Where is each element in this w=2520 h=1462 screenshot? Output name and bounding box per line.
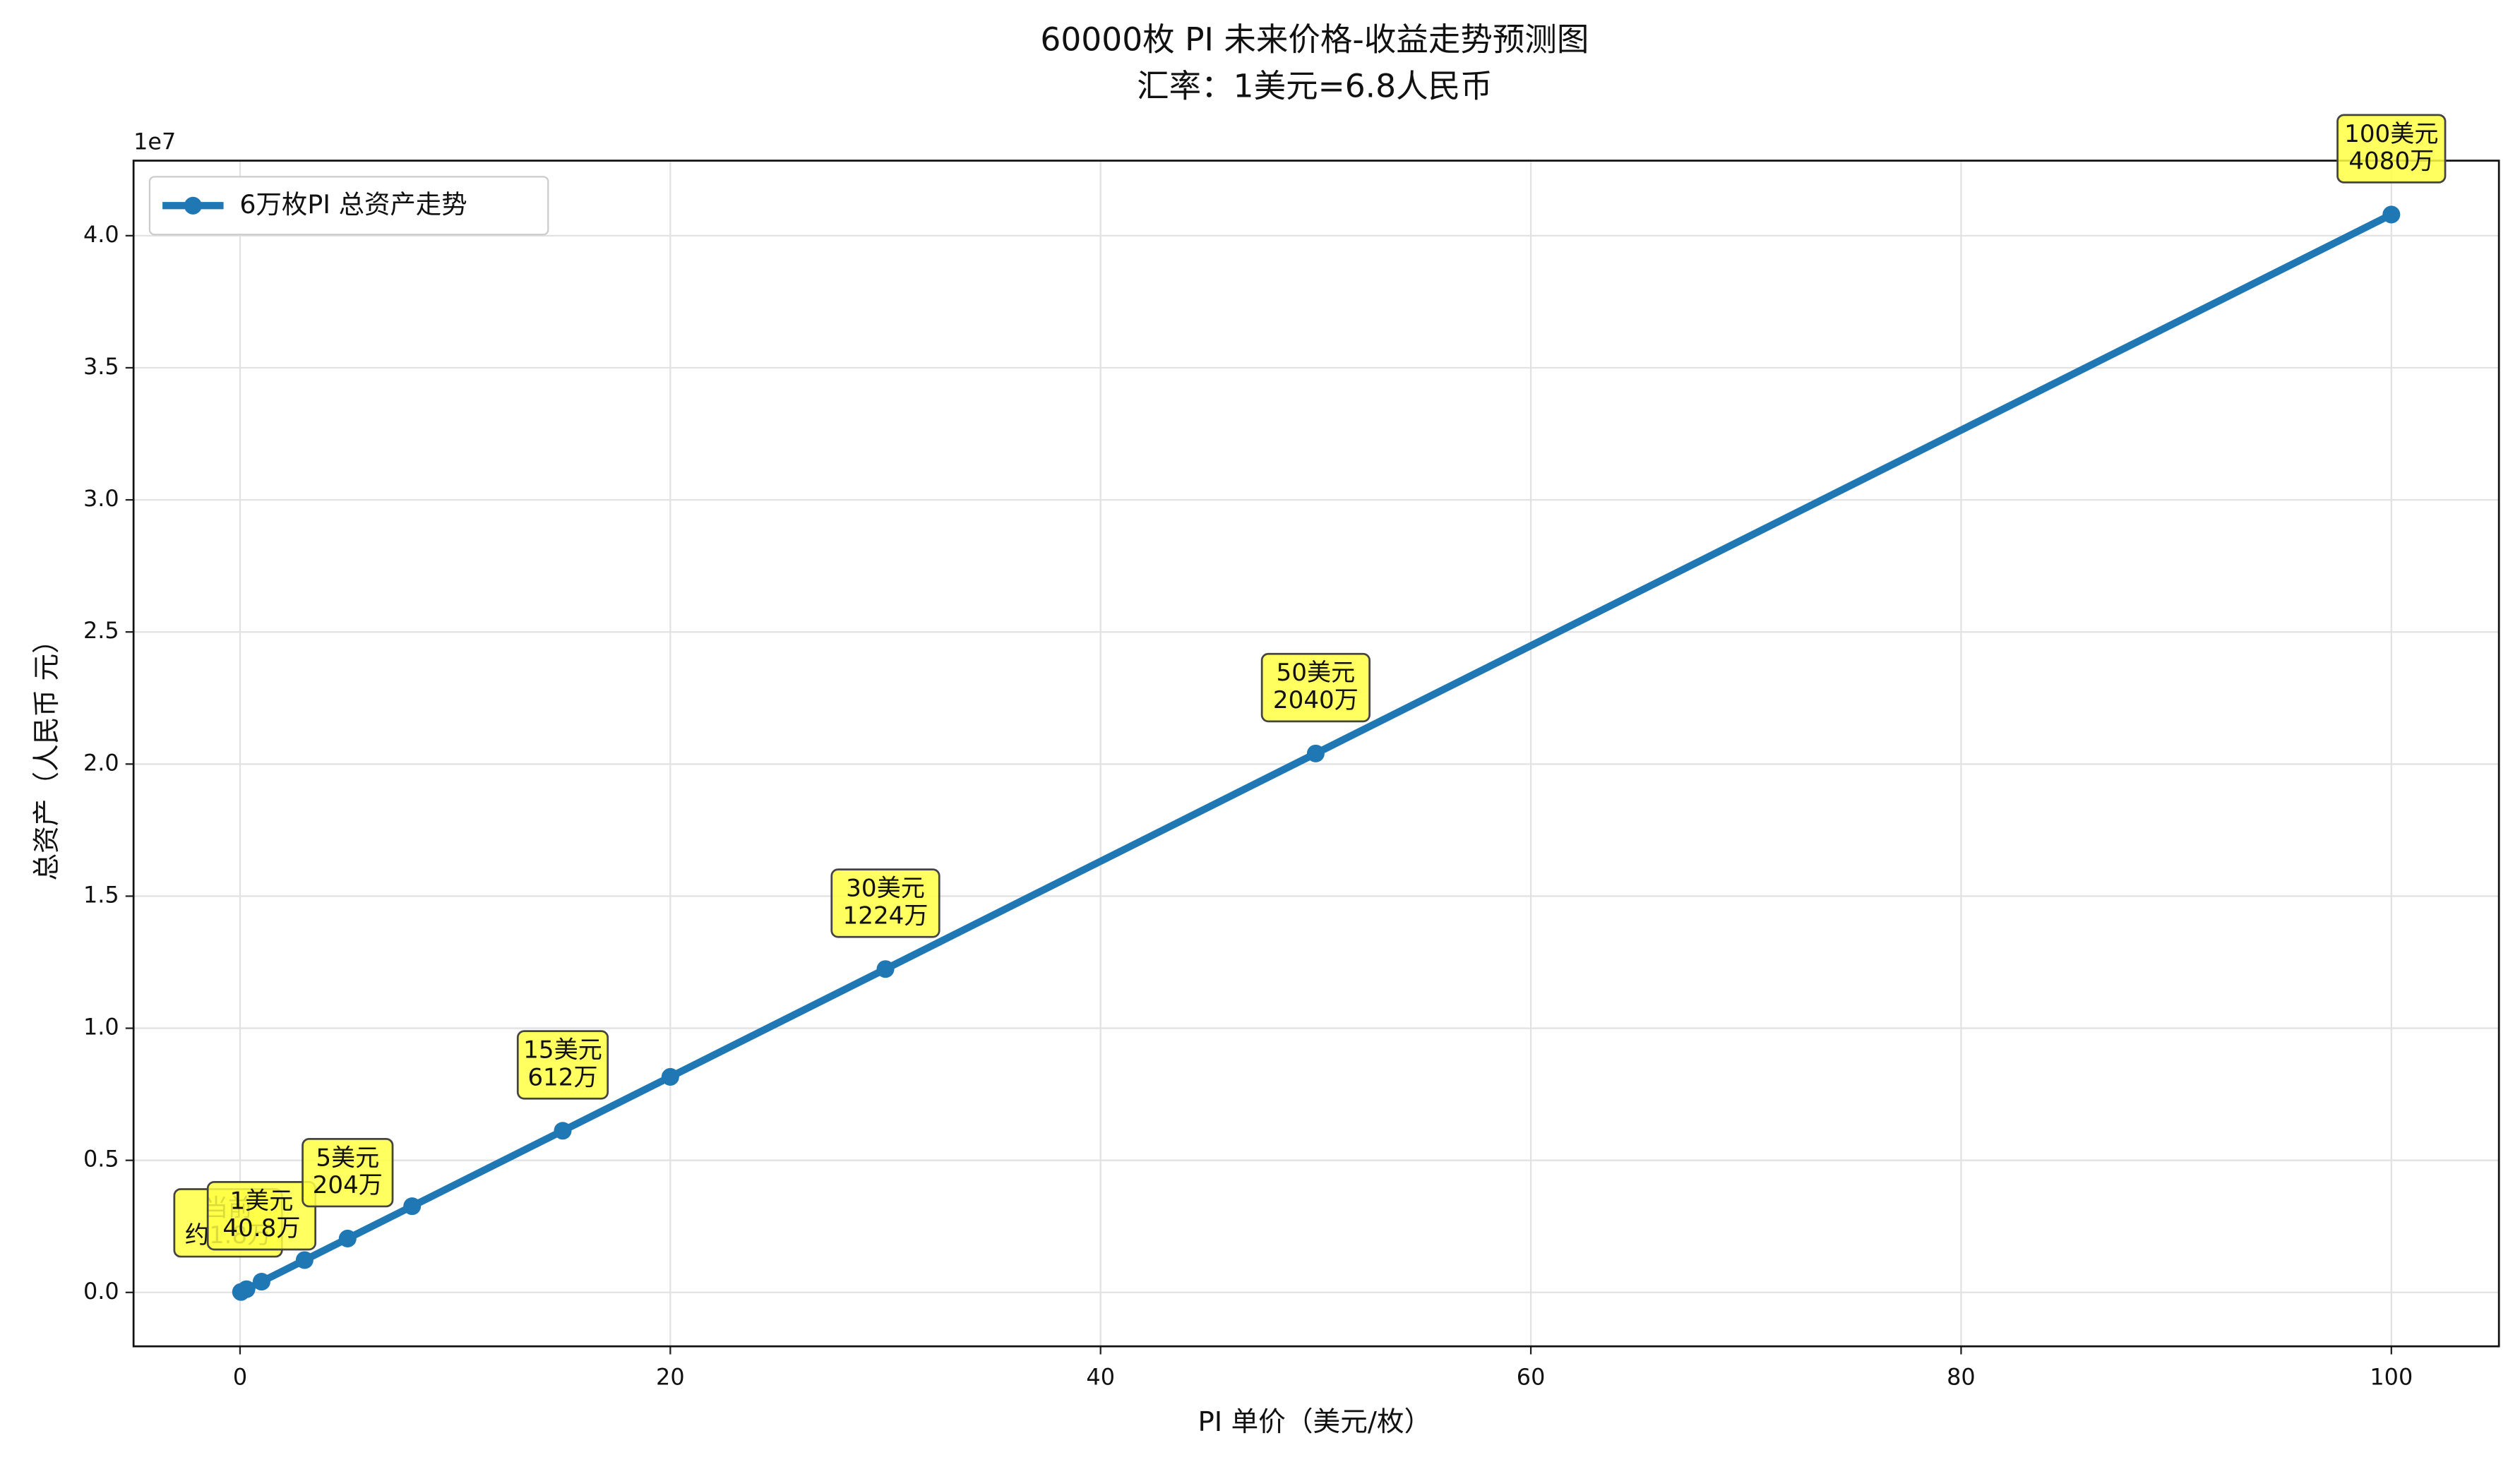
chart-title: 60000枚 PI 未来价格-收益走势预测图 — [1040, 21, 1589, 59]
data-point — [661, 1067, 679, 1086]
data-point — [1306, 744, 1325, 762]
x-tick-label: 80 — [1947, 1364, 1976, 1391]
annotation-box — [206, 1181, 317, 1251]
y-tick-label: 1.0 — [83, 1014, 119, 1041]
annotation-text: 204万 — [313, 1171, 383, 1199]
data-point — [403, 1197, 422, 1216]
data-point — [295, 1251, 313, 1269]
annotation-text: 2040万 — [1273, 686, 1358, 714]
annotation-text: 612万 — [527, 1063, 597, 1091]
data-point — [554, 1122, 572, 1140]
x-tick-label: 0 — [233, 1364, 247, 1391]
annotation-box — [516, 1030, 609, 1100]
plot-frame — [132, 160, 2500, 1348]
y-tick-label: 2.5 — [83, 617, 119, 644]
y-tick-label: 3.0 — [83, 485, 119, 512]
y-tick-label: 0.5 — [83, 1146, 119, 1173]
y-tick-label: 0.0 — [83, 1278, 119, 1305]
annotation-box — [2336, 114, 2447, 184]
y-tick-label: 3.5 — [83, 353, 119, 380]
x-tick-label: 60 — [1517, 1364, 1546, 1391]
y-offset-label: 1e7 — [133, 128, 176, 155]
legend-label: 6万枚PI 总资产走势 — [239, 189, 467, 220]
data-point — [2382, 205, 2401, 224]
y-tick-label: 1.5 — [83, 881, 119, 908]
annotation-text: 50美元 — [1277, 659, 1356, 687]
x-tick-label: 20 — [656, 1364, 685, 1391]
annotation-box — [830, 868, 940, 938]
x-axis-label: PI 单价（美元/枚） — [1198, 1406, 1431, 1438]
x-tick-label: 40 — [1086, 1364, 1115, 1391]
y-tick-label: 4.0 — [83, 221, 119, 248]
chart-subtitle: 汇率：1美元=6.8人民币 — [1137, 68, 1492, 105]
legend-marker — [184, 196, 202, 215]
annotation-text: 5美元 — [316, 1144, 379, 1172]
y-tick-label: 2.0 — [83, 749, 119, 776]
annotation-text: 1224万 — [843, 901, 928, 930]
legend-frame — [148, 176, 549, 236]
annotation-text: 15美元 — [523, 1036, 602, 1065]
y-axis-label: 总资产（人民币 元） — [31, 626, 63, 880]
data-point — [338, 1229, 357, 1247]
annotation-text: 40.8万 — [222, 1214, 300, 1242]
annotation-text: 1美元 — [229, 1187, 293, 1215]
annotation-text: 100美元 — [2344, 120, 2438, 148]
annotation-box — [1260, 652, 1371, 723]
annotation-text: 4080万 — [2348, 147, 2434, 175]
data-point — [252, 1273, 270, 1291]
x-tick-label: 100 — [2370, 1364, 2413, 1391]
data-point — [876, 960, 895, 978]
annotation-box — [301, 1137, 394, 1208]
annotation-text: 30美元 — [846, 875, 925, 903]
data-point — [237, 1280, 256, 1298]
legend: 6万枚PI 总资产走势 — [148, 176, 549, 236]
